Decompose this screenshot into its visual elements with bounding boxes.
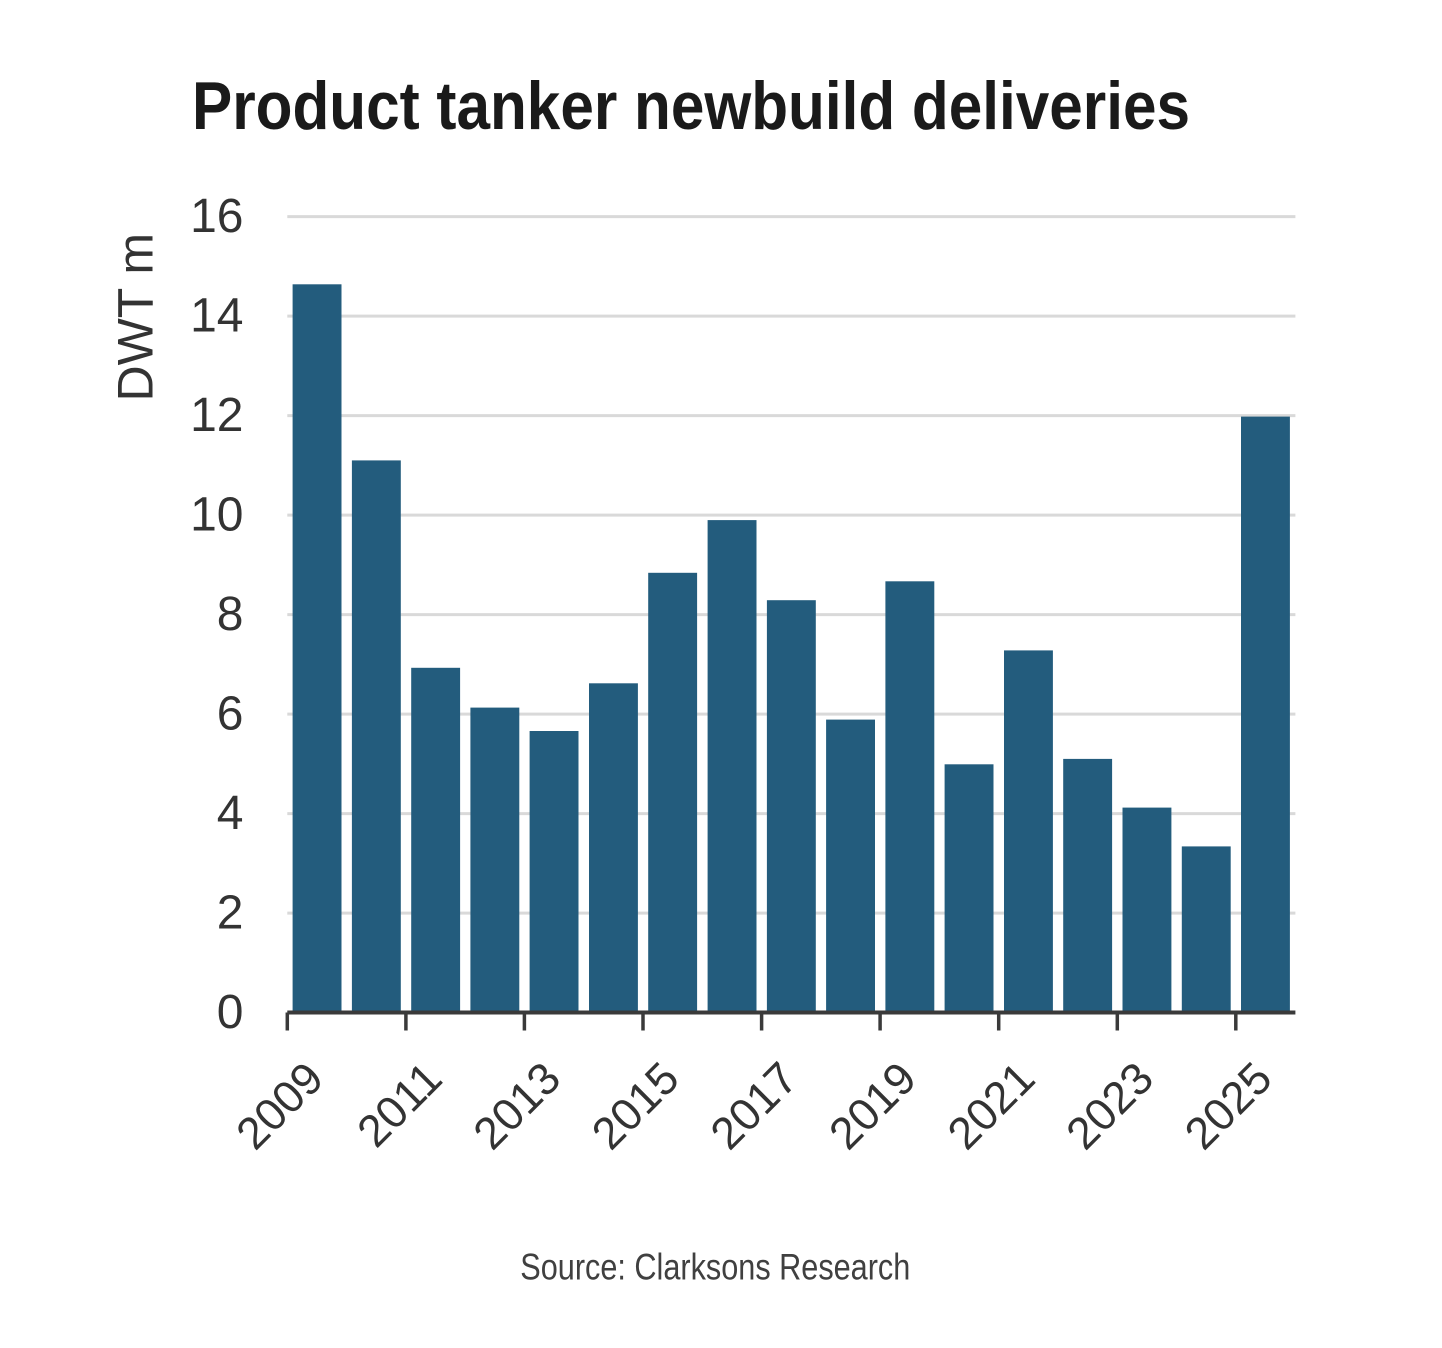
svg-text:14: 14 — [190, 290, 243, 343]
svg-text:DWT m: DWT m — [108, 233, 164, 401]
svg-text:12: 12 — [190, 389, 243, 442]
svg-text:6: 6 — [217, 688, 244, 741]
svg-text:10: 10 — [190, 489, 243, 542]
svg-text:Product tanker newbuild delive: Product tanker newbuild deliveries — [192, 68, 1190, 144]
svg-text:0: 0 — [217, 986, 244, 1039]
svg-text:8: 8 — [217, 588, 244, 641]
svg-text:16: 16 — [190, 190, 243, 243]
svg-text:2: 2 — [217, 887, 244, 940]
svg-text:Source: Clarksons Research: Source: Clarksons Research — [520, 1247, 910, 1288]
svg-text:4: 4 — [217, 787, 244, 840]
